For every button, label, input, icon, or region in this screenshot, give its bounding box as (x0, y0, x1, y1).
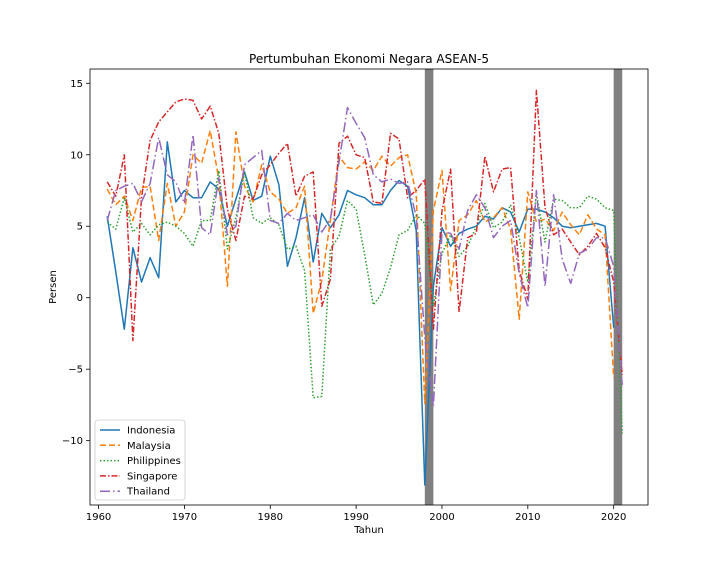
y-tick-label: 0 (77, 293, 83, 304)
legend-box (94, 419, 186, 501)
y-axis-label: Persen (48, 270, 59, 304)
series-line-thailand (106, 106, 623, 408)
shaded-period-1 (424, 69, 434, 505)
legend-label-indonesia: Indonesia (127, 426, 175, 437)
x-tick-label: 1990 (343, 512, 368, 523)
chart-title: Pertumbuhan Ekonomi Negara ASEAN-5 (249, 52, 489, 66)
legend-label-singapore: Singapore (127, 471, 177, 482)
legend-label-thailand: Thailand (126, 487, 170, 498)
y-tick-label: −10 (62, 436, 83, 447)
plot-area (106, 69, 623, 505)
x-tick-label: 1960 (86, 512, 111, 523)
y-tick-label: 15 (70, 79, 83, 90)
series-line-malaysia (106, 129, 615, 405)
legend-label-malaysia: Malaysia (127, 441, 171, 452)
shaded-period-2 (613, 69, 623, 505)
x-axis-label: Tahun (353, 525, 384, 536)
series-line-indonesia (106, 141, 615, 486)
x-axis: 1960 1970 1980 1990 2000 2010 2020 (86, 505, 626, 523)
y-axis: −10 −5 0 5 10 15 (62, 79, 90, 447)
y-tick-label: 5 (77, 222, 83, 233)
legend-label-philippines: Philippines (127, 456, 181, 467)
y-tick-label: −5 (68, 365, 83, 376)
x-tick-label: 1980 (258, 512, 283, 523)
legend: Indonesia Malaysia Philippines Singapore Tha… (94, 419, 186, 501)
plot-frame (89, 68, 649, 506)
x-tick-label: 1970 (172, 512, 197, 523)
x-tick-label: 2010 (515, 512, 540, 523)
x-tick-label: 2000 (429, 512, 454, 523)
x-tick-label: 2020 (601, 512, 626, 523)
series-line-singapore (106, 89, 623, 375)
y-tick-label: 10 (70, 150, 83, 161)
